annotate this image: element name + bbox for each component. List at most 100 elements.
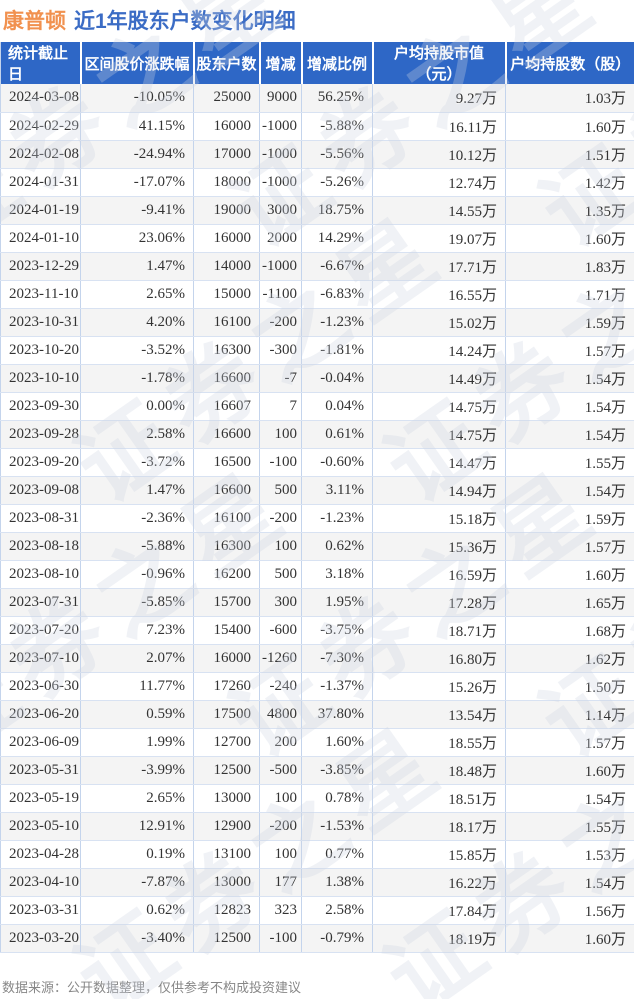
cell-stat-date: 2023-09-20: [0, 448, 81, 477]
cell-avg-value: 12.74万: [372, 168, 506, 197]
table-row: 2023-05-19 2.65% 13000 100 0.78% 18.51万 …: [0, 784, 634, 813]
cell-delta-ratio: 3.18%: [301, 560, 373, 589]
cell-stat-date: 2023-06-09: [0, 728, 81, 757]
table-row: 2024-01-31 -17.07% 18000 -1000 -5.26% 12…: [0, 168, 634, 197]
table-row: 2024-02-08 -24.94% 17000 -1000 -5.56% 10…: [0, 140, 634, 169]
page-title: 康普顿 近1年股东户数变化明细: [3, 5, 296, 35]
cell-delta-ratio: 1.95%: [301, 588, 373, 617]
cell-delta: 9000: [259, 84, 302, 113]
cell-avg-value: 14.75万: [372, 420, 506, 449]
cell-delta: 7: [259, 392, 302, 421]
cell-stat-date: 2023-10-20: [0, 336, 81, 365]
cell-delta: 100: [259, 532, 302, 561]
cell-price-change: -7.87%: [80, 868, 194, 897]
cell-delta-ratio: 18.75%: [301, 196, 373, 225]
cell-holders: 16600: [193, 420, 260, 449]
cell-avg-value: 17.84万: [372, 896, 506, 925]
cell-avg-value: 19.07万: [372, 224, 506, 253]
cell-stat-date: 2023-10-31: [0, 308, 81, 337]
cell-delta: 100: [259, 840, 302, 869]
cell-delta-ratio: -1.53%: [301, 812, 373, 841]
table-row: 2023-09-28 2.58% 16600 100 0.61% 14.75万 …: [0, 420, 634, 449]
col-header-holders: 股东户数: [193, 42, 261, 84]
cell-delta-ratio: 0.62%: [301, 532, 373, 561]
cell-delta: 2000: [259, 224, 302, 253]
cell-avg-value: 18.71万: [372, 616, 506, 645]
cell-delta: -200: [259, 308, 302, 337]
cell-stat-date: 2023-04-28: [0, 840, 81, 869]
table-row: 2023-10-20 -3.52% 16300 -300 -1.81% 14.2…: [0, 336, 634, 365]
cell-holders: 13100: [193, 840, 260, 869]
cell-delta: -100: [259, 924, 302, 953]
cell-holders: 12700: [193, 728, 260, 757]
cell-price-change: -9.41%: [80, 196, 194, 225]
cell-avg-shares: 1.03万: [505, 84, 634, 113]
cell-delta-ratio: -3.75%: [301, 616, 373, 645]
cell-avg-shares: 1.60万: [505, 924, 634, 953]
cell-holders: 16100: [193, 504, 260, 533]
cell-price-change: 1.99%: [80, 728, 194, 757]
cell-stat-date: 2024-02-08: [0, 140, 81, 169]
cell-delta: 3000: [259, 196, 302, 225]
cell-price-change: 12.91%: [80, 812, 194, 841]
cell-holders: 12823: [193, 896, 260, 925]
header-row: 统计截止日 区间股价涨跌幅 股东户数 增减 增减比例 户均持股市值（元） 户均持…: [0, 42, 634, 84]
cell-avg-value: 15.02万: [372, 308, 506, 337]
table-row: 2023-06-20 0.59% 17500 4800 37.80% 13.54…: [0, 700, 634, 729]
cell-stat-date: 2023-08-31: [0, 504, 81, 533]
cell-holders: 17500: [193, 700, 260, 729]
cell-price-change: 2.65%: [80, 280, 194, 309]
cell-avg-shares: 1.54万: [505, 868, 634, 897]
cell-stat-date: 2023-07-20: [0, 616, 81, 645]
cell-avg-shares: 1.54万: [505, 784, 634, 813]
table-row: 2023-08-31 -2.36% 16100 -200 -1.23% 15.1…: [0, 504, 634, 533]
cell-delta-ratio: 0.78%: [301, 784, 373, 813]
cell-stat-date: 2023-04-10: [0, 868, 81, 897]
stock-name: 康普顿: [3, 10, 66, 33]
cell-avg-value: 15.18万: [372, 504, 506, 533]
cell-stat-date: 2023-07-10: [0, 644, 81, 673]
cell-avg-shares: 1.83万: [505, 252, 634, 281]
cell-delta: 4800: [259, 700, 302, 729]
cell-avg-shares: 1.35万: [505, 196, 634, 225]
cell-avg-value: 17.71万: [372, 252, 506, 281]
cell-delta-ratio: -6.83%: [301, 280, 373, 309]
table-row: 2023-08-10 -0.96% 16200 500 3.18% 16.59万…: [0, 560, 634, 589]
cell-avg-value: 16.59万: [372, 560, 506, 589]
cell-delta: -100: [259, 448, 302, 477]
cell-avg-shares: 1.57万: [505, 728, 634, 757]
cell-holders: 16100: [193, 308, 260, 337]
cell-stat-date: 2023-09-30: [0, 392, 81, 421]
table-row: 2023-08-18 -5.88% 16300 100 0.62% 15.36万…: [0, 532, 634, 561]
table-row: 2023-03-31 0.62% 12823 323 2.58% 17.84万 …: [0, 896, 634, 925]
cell-delta: -1000: [259, 252, 302, 281]
cell-price-change: 0.00%: [80, 392, 194, 421]
cell-avg-shares: 1.62万: [505, 644, 634, 673]
cell-delta-ratio: -1.23%: [301, 504, 373, 533]
cell-price-change: -3.99%: [80, 756, 194, 785]
cell-stat-date: 2023-09-08: [0, 476, 81, 505]
col-header-avg-value: 户均持股市值（元）: [372, 42, 507, 84]
cell-price-change: -5.85%: [80, 588, 194, 617]
cell-delta: 100: [259, 420, 302, 449]
cell-delta: -300: [259, 336, 302, 365]
cell-delta-ratio: 56.25%: [301, 84, 373, 113]
cell-avg-shares: 1.14万: [505, 700, 634, 729]
cell-avg-value: 14.55万: [372, 196, 506, 225]
cell-holders: 12900: [193, 812, 260, 841]
cell-delta: -1260: [259, 644, 302, 673]
cell-price-change: -2.36%: [80, 504, 194, 533]
cell-holders: 13000: [193, 868, 260, 897]
cell-holders: 16000: [193, 112, 260, 141]
cell-price-change: -3.40%: [80, 924, 194, 953]
cell-price-change: 0.19%: [80, 840, 194, 869]
cell-price-change: -3.72%: [80, 448, 194, 477]
cell-avg-value: 9.27万: [372, 84, 506, 113]
cell-stat-date: 2023-06-30: [0, 672, 81, 701]
cell-avg-value: 14.47万: [372, 448, 506, 477]
cell-price-change: 1.47%: [80, 252, 194, 281]
cell-delta: 500: [259, 476, 302, 505]
cell-delta-ratio: -5.26%: [301, 168, 373, 197]
cell-stat-date: 2023-05-31: [0, 756, 81, 785]
cell-delta-ratio: -3.85%: [301, 756, 373, 785]
